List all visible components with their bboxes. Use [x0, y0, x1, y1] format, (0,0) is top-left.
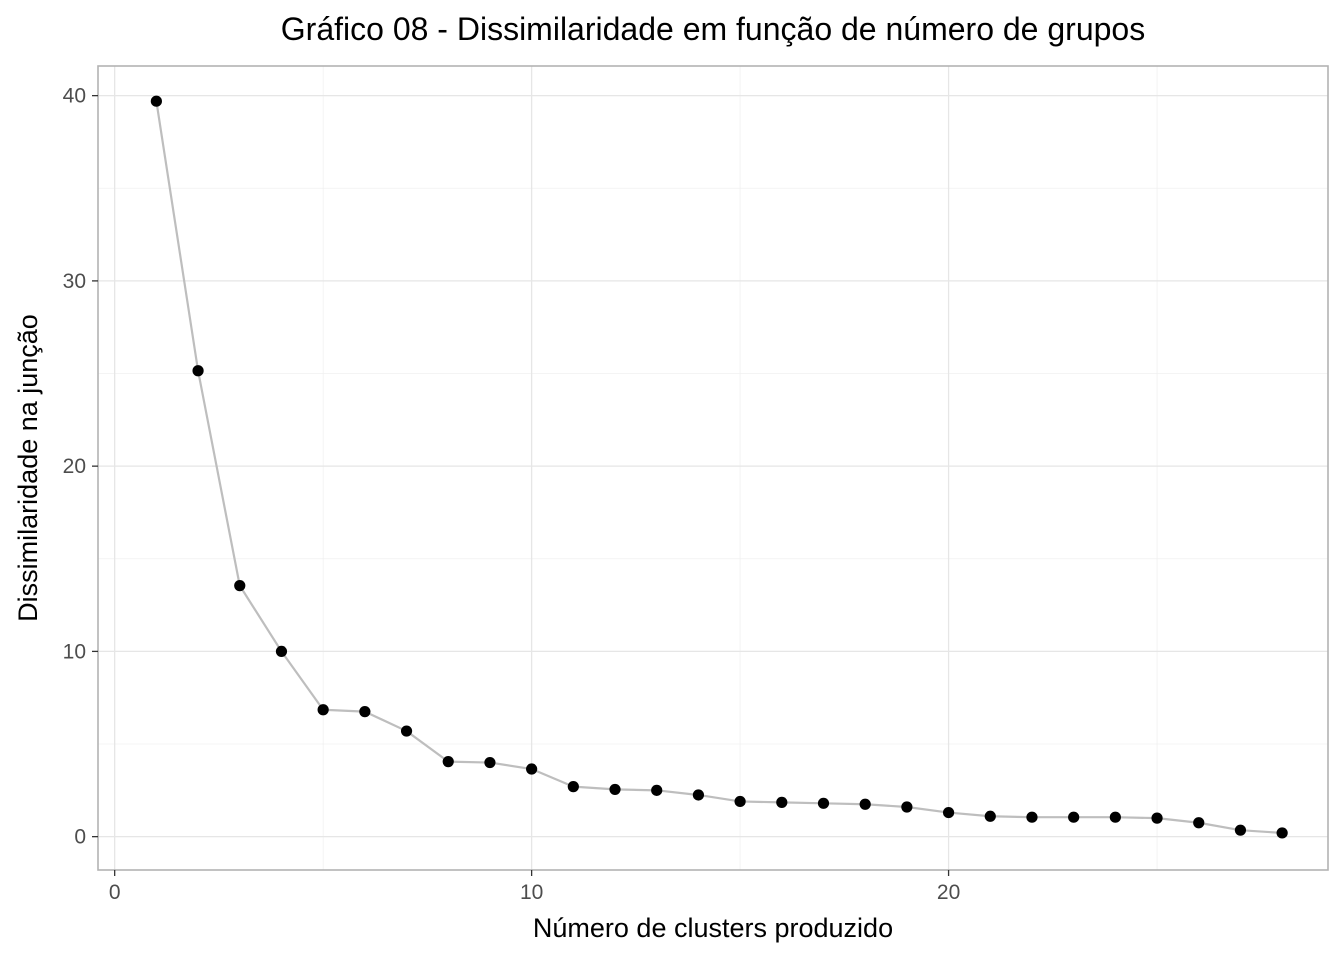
data-point [526, 763, 538, 775]
data-point [651, 784, 663, 796]
plot-panel-border [97, 65, 1329, 871]
data-point [1109, 811, 1121, 823]
data-point [442, 756, 454, 768]
data-point [776, 796, 788, 808]
data-point [150, 95, 162, 107]
data-point [1276, 827, 1288, 839]
data-point [859, 798, 871, 810]
x-tick-label: 10 [520, 881, 543, 904]
y-tick-label: 40 [63, 85, 86, 108]
data-point [1026, 811, 1038, 823]
y-axis-title: Dissimilaridade na junção [13, 314, 43, 622]
data-point [275, 645, 288, 658]
grid-lines [98, 66, 1328, 870]
data-point [567, 781, 579, 793]
y-tick-label: 0 [74, 826, 86, 849]
data-points [150, 95, 1288, 839]
x-axis-title: Número de clusters produzido [533, 913, 893, 943]
y-tick-label: 30 [63, 270, 86, 293]
data-point [1151, 812, 1163, 824]
x-axis-ticks: 0 10 20 [109, 870, 960, 904]
data-point [484, 756, 496, 769]
series-line-group [155, 101, 1283, 835]
y-axis-ticks: 0 10 20 30 40 [63, 85, 98, 849]
y-tick-label: 10 [63, 640, 86, 663]
data-point [1068, 811, 1080, 823]
data-point [734, 795, 746, 808]
data-point [1193, 817, 1205, 829]
data-point [192, 365, 204, 377]
data-point [984, 810, 996, 822]
y-tick-label: 20 [63, 455, 86, 478]
data-point [692, 789, 705, 801]
data-point [901, 801, 913, 813]
data-point [400, 725, 413, 737]
data-point [234, 580, 246, 592]
series-line [155, 101, 1283, 835]
data-point [1234, 824, 1247, 836]
data-point [359, 706, 371, 718]
data-point [317, 704, 329, 716]
x-tick-label: 0 [109, 881, 121, 904]
x-tick-label: 20 [937, 881, 960, 904]
data-point [609, 783, 621, 796]
data-point [817, 797, 830, 809]
chart-title: Gráfico 08 - Dissimilaridade em função d… [281, 11, 1145, 47]
data-point [942, 806, 955, 819]
